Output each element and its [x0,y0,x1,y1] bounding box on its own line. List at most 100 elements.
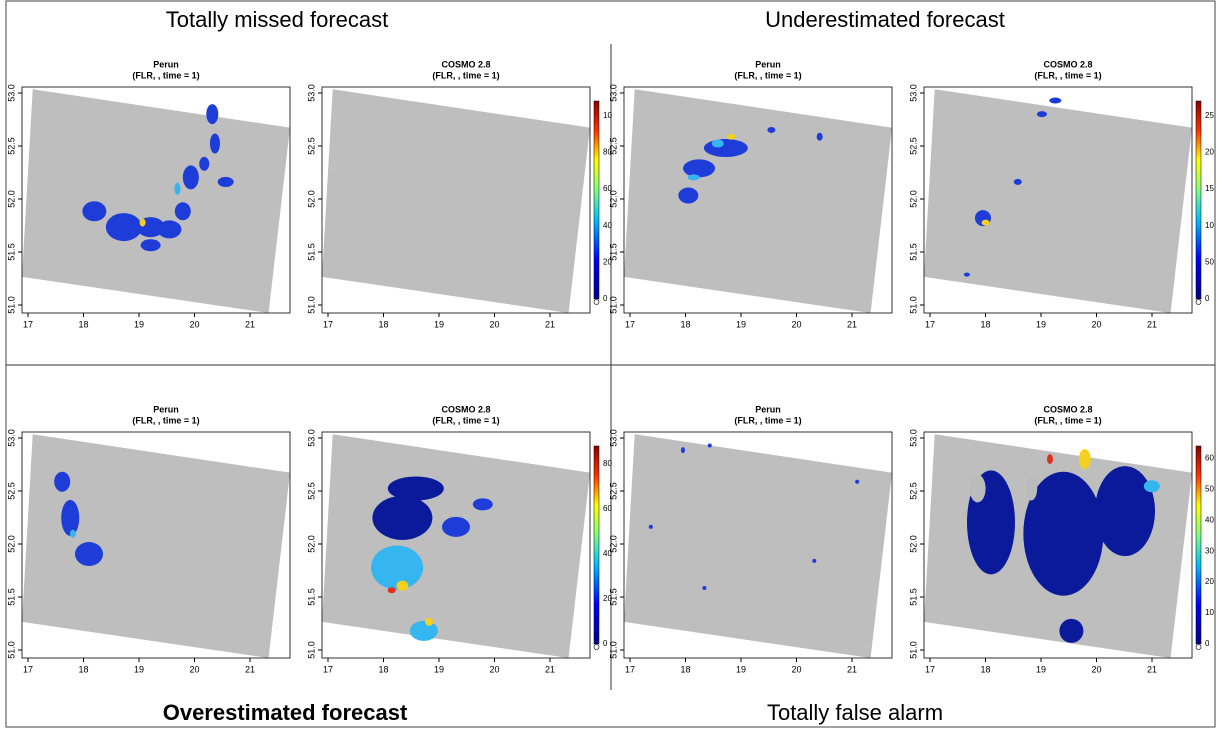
y-tick-label: 51.5 [306,588,316,606]
precip-area [1037,111,1047,117]
x-tick-label: 19 [736,664,746,674]
x-tick-label: 19 [1036,664,1046,674]
x-tick-label: 20 [189,664,199,674]
y-tick-label: 53.0 [608,84,618,102]
y-tick-label: 53.0 [608,429,618,447]
precip-area [141,239,161,251]
y-tick-label: 53.0 [908,84,918,102]
y-tick-label: 51.0 [306,296,316,314]
x-tick-label: 17 [625,664,635,674]
colorbar-end [1196,645,1201,650]
colorbar-label: 0 [1205,639,1210,648]
y-tick-label: 51.5 [908,243,918,261]
colorbar-label: 40 [1205,515,1214,524]
y-tick-label: 51.0 [608,296,618,314]
precip-area [855,480,859,484]
x-tick-label: 21 [1147,664,1157,674]
map-domain [624,434,892,658]
precip-area [1059,619,1083,643]
x-tick-label: 21 [1147,319,1157,329]
x-tick-label: 18 [78,664,88,674]
y-tick-label: 52.0 [306,190,316,208]
precip-area [61,500,79,536]
colorbar-label: 20 [1205,577,1214,586]
precip-area [473,498,493,510]
y-tick-label: 51.5 [608,243,618,261]
precip-area [157,220,181,238]
x-tick-label: 19 [134,664,144,674]
colorbar-label: 10 [1205,608,1214,617]
x-tick-label: 17 [323,319,333,329]
precip-area [649,525,653,529]
colorbar [1196,101,1201,299]
x-tick-label: 21 [245,319,255,329]
precip-area [708,444,712,448]
colorbar-label: 50 [1205,257,1214,266]
y-tick-label: 51.0 [6,641,16,659]
x-tick-label: 18 [78,319,88,329]
precip-area [683,159,715,177]
y-tick-label: 51.0 [306,641,316,659]
x-tick-label: 18 [980,319,990,329]
map-domain [322,434,590,658]
figure: Totally missed forecast Underestimated f… [0,0,1217,729]
colorbar-label: 0 [603,639,608,648]
precip-area [199,157,209,171]
y-tick-label: 51.0 [608,641,618,659]
y-tick-label: 52.5 [6,482,16,500]
quadrant-title: Totally missed forecast [166,7,389,32]
colorbar-label: 0 [603,294,608,303]
y-tick-label: 51.5 [608,588,618,606]
precip-area [970,475,986,503]
panel-subtitle: (FLR, , time = 1) [132,415,199,425]
precip-area [1095,466,1155,556]
precip-area [183,165,199,189]
x-tick-label: 17 [23,319,33,329]
y-tick-label: 52.5 [608,137,618,155]
x-tick-label: 17 [925,664,935,674]
map-domain [924,89,1192,313]
colorbar-label: 25 [1205,111,1214,120]
panel-subtitle: (FLR, , time = 1) [734,70,801,80]
panel-title: Perun [755,59,781,69]
precip-area [371,546,423,590]
precip-area [442,517,470,537]
y-tick-label: 51.5 [6,588,16,606]
precip-area [1049,98,1061,104]
x-tick-label: 19 [434,319,444,329]
precip-area [767,127,775,133]
panel-subtitle: (FLR, , time = 1) [734,415,801,425]
precip-area [82,201,106,221]
quadrant-title: Overestimated forecast [163,700,408,725]
colorbar-label: 40 [603,221,612,230]
y-tick-label: 51.5 [306,243,316,261]
x-tick-label: 18 [680,319,690,329]
y-tick-label: 52.0 [6,190,16,208]
x-tick-label: 20 [489,319,499,329]
quadrant-title: Underestimated forecast [765,7,1005,32]
y-tick-label: 52.0 [608,535,618,553]
x-tick-label: 20 [489,664,499,674]
x-tick-label: 17 [323,664,333,674]
precip-area [964,273,970,277]
panel-title: COSMO 2.8 [1043,59,1092,69]
precip-area [396,581,408,591]
x-tick-label: 20 [1091,319,1101,329]
y-tick-label: 51.5 [6,243,16,261]
panel-title: COSMO 2.8 [1043,404,1092,414]
colorbar-label: 10 [603,111,612,120]
colorbar-label: 0 [1205,294,1210,303]
x-tick-label: 19 [1036,319,1046,329]
precip-area [812,559,816,563]
x-tick-label: 20 [1091,664,1101,674]
colorbar-label: 30 [1205,546,1214,555]
precip-area [54,472,70,492]
panel-title: Perun [153,404,179,414]
colorbar [1196,446,1201,644]
x-tick-label: 21 [245,664,255,674]
y-tick-label: 52.0 [608,190,618,208]
precip-area [982,220,990,226]
precip-area [372,496,432,540]
precip-area [174,183,180,195]
panel-subtitle: (FLR, , time = 1) [432,415,499,425]
